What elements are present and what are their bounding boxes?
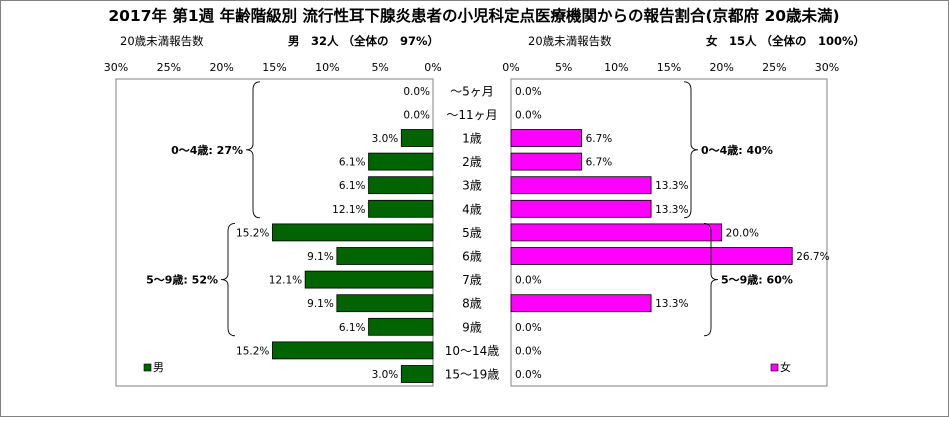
category-label: 9歳 xyxy=(462,320,482,334)
female-header-right: 女 15人 （全体の 100%） xyxy=(706,34,865,48)
category-label: 15～19歳 xyxy=(445,368,500,382)
bar-female xyxy=(510,152,582,171)
group-bracket-female xyxy=(703,222,719,337)
data-label-male: 6.1% xyxy=(339,157,366,169)
data-label-male: 6.1% xyxy=(339,322,366,334)
bar-male xyxy=(368,176,434,195)
x-axis-ticks-female: 0% 5% 10% 15% 20% 25% 30% xyxy=(502,61,839,74)
x-tick-label-female: 15% xyxy=(657,61,681,74)
x-tick-label-female: 25% xyxy=(762,61,786,74)
data-label-male: 9.1% xyxy=(307,251,334,263)
data-label-female: 0.0% xyxy=(515,369,542,381)
data-label-female: 0.0% xyxy=(515,109,542,121)
x-tick-label-male: 15% xyxy=(262,61,286,74)
category-label: 3歳 xyxy=(462,179,482,193)
bar-male xyxy=(304,270,434,289)
legend-female-label: 女 xyxy=(780,360,791,374)
bar-male xyxy=(400,365,434,383)
data-label-female: 0.0% xyxy=(515,275,542,287)
data-label-male: 3.0% xyxy=(372,369,399,381)
data-label-female: 26.7% xyxy=(796,251,829,263)
bar-female xyxy=(510,247,793,265)
x-tick-label-female: 10% xyxy=(604,61,628,74)
group-label-female: 0～4歳: 40% xyxy=(701,143,773,157)
category-label: 8歳 xyxy=(462,297,482,311)
data-label-female: 6.7% xyxy=(586,157,613,169)
group-bracket-male xyxy=(220,222,236,337)
category-labels: ～5ヶ月 ～11ヶ月 1歳 2歳 3歳 4歳 5歳 6歳 7歳 8歳 9歳 10～14歳 15～19歳 xyxy=(445,84,500,381)
category-label: 6歳 xyxy=(462,250,482,264)
data-label-female: 13.3% xyxy=(655,204,688,216)
data-label-male: 15.2% xyxy=(236,345,269,357)
data-label-male: 3.0% xyxy=(372,133,399,145)
category-label: 7歳 xyxy=(462,273,482,287)
bar-male xyxy=(368,199,434,218)
category-label: 4歳 xyxy=(462,202,482,216)
legend-male: 男 xyxy=(143,361,164,374)
category-label: 1歳 xyxy=(462,132,482,146)
legend-male-swatch xyxy=(143,363,152,372)
male-bars: 0.0% 0.0% 3.0% 6.1% 6.1% 12.1% 15.2% 9.1% 12.1% 9… xyxy=(236,86,434,383)
data-label-female: 13.3% xyxy=(655,180,688,192)
data-label-female: 13.3% xyxy=(655,298,688,310)
category-label: ～11ヶ月 xyxy=(446,108,497,122)
bar-male xyxy=(271,341,434,360)
data-label-male: 15.2% xyxy=(236,227,269,239)
x-tick-label-male: 5% xyxy=(371,61,388,74)
legend-female-swatch xyxy=(770,363,779,372)
bar-female xyxy=(510,223,723,242)
data-label-female: 0.0% xyxy=(515,345,542,357)
bar-female xyxy=(510,129,582,147)
data-label-female: 0.0% xyxy=(515,322,542,334)
data-label-female: 20.0% xyxy=(726,227,759,239)
bar-male xyxy=(368,152,434,171)
male-header-left: 20歳未満報告数 xyxy=(120,34,204,48)
group-label-male: 5～9歳: 52% xyxy=(146,273,218,287)
bar-male xyxy=(271,223,434,242)
male-header-right: 男 32人 （全体の 97%） xyxy=(288,34,439,48)
data-label-male: 0.0% xyxy=(403,109,430,121)
category-label: 5歳 xyxy=(462,226,482,240)
x-tick-label-female: 5% xyxy=(555,61,572,74)
bar-female xyxy=(510,294,652,313)
x-tick-label-male: 10% xyxy=(315,61,339,74)
data-label-female: 0.0% xyxy=(515,86,542,98)
category-label: 10～14歳 xyxy=(445,344,500,358)
x-tick-label-male: 25% xyxy=(157,61,181,74)
category-label: 2歳 xyxy=(462,155,482,169)
female-header-left: 20歳未満報告数 xyxy=(528,34,612,48)
chart-title: 2017年 第1週 年齢階級別 流行性耳下腺炎患者の小児科定点医療機関からの報告… xyxy=(108,6,839,25)
x-tick-label-female: 0% xyxy=(502,61,519,74)
bar-female xyxy=(510,199,652,218)
bar-male xyxy=(368,317,434,336)
x-tick-label-female: 30% xyxy=(815,61,839,74)
bar-male xyxy=(336,247,434,265)
bar-male xyxy=(336,294,434,313)
data-label-male: 12.1% xyxy=(269,275,302,287)
bar-female xyxy=(510,176,652,195)
group-label-male: 0～4歳: 27% xyxy=(171,143,243,157)
data-label-male: 9.1% xyxy=(307,298,334,310)
data-label-male: 6.1% xyxy=(339,180,366,192)
x-axis-ticks-male: 30% 25% 20% 15% 10% 5% 0% xyxy=(104,61,442,74)
age-group-brackets: 0～4歳: 27% 5～9歳: 52% 0～4歳: 40% 5～9歳: 60% xyxy=(146,81,793,337)
category-label: ～5ヶ月 xyxy=(450,84,494,98)
x-tick-label-female: 20% xyxy=(709,61,733,74)
data-label-female: 6.7% xyxy=(586,133,613,145)
data-label-male: 12.1% xyxy=(332,204,365,216)
x-tick-label-male: 20% xyxy=(209,61,233,74)
x-tick-label-male: 0% xyxy=(424,61,441,74)
data-label-male: 0.0% xyxy=(403,86,430,98)
group-bracket-male xyxy=(245,81,261,219)
group-label-female: 5～9歳: 60% xyxy=(721,273,793,287)
female-bars: 0.0% 0.0% 6.7% 6.7% 13.3% 13.3% 20.0% 26.7% 0.0%… xyxy=(510,86,830,381)
legend-female: 女 xyxy=(770,360,791,374)
group-bracket-female xyxy=(683,81,699,219)
x-tick-label-male: 30% xyxy=(104,61,128,74)
legend-male-label: 男 xyxy=(153,361,164,374)
bar-male xyxy=(400,129,434,147)
